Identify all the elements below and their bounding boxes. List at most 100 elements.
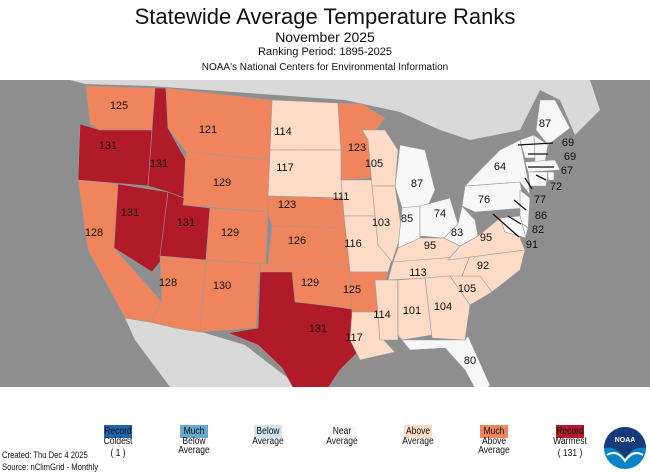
rank-label-va: 95 bbox=[480, 232, 492, 244]
rank-label-fl: 80 bbox=[464, 355, 476, 367]
legend-rank: ( 131 ) bbox=[557, 448, 583, 459]
rank-label-sc: 105 bbox=[458, 283, 476, 295]
rank-label-mn: 123 bbox=[348, 142, 366, 154]
data-source: Source: nClimGrid - Monthly bbox=[2, 462, 99, 472]
legend-label-below: Below Average bbox=[238, 426, 298, 447]
rank-label-ia: 111 bbox=[333, 191, 350, 203]
state-ga bbox=[424, 275, 471, 341]
state-nd bbox=[269, 99, 342, 151]
state-ri bbox=[547, 171, 555, 181]
legend-swatch-much-below bbox=[180, 425, 208, 438]
rank-label-ca: 128 bbox=[85, 227, 103, 239]
rank-label-mo: 116 bbox=[344, 238, 362, 250]
state-nm bbox=[199, 259, 261, 333]
rank-label-mi: 87 bbox=[411, 178, 423, 190]
leader-line-vt bbox=[517, 142, 554, 146]
state-md bbox=[499, 215, 527, 239]
source-org: NOAA's National Centers for Environmenta… bbox=[201, 62, 449, 73]
rank-label-md: 91 bbox=[526, 239, 538, 251]
map-subtitle: November 2025 bbox=[275, 29, 375, 45]
legend-swatch-near bbox=[328, 425, 356, 438]
rank-label-sd: 117 bbox=[276, 162, 294, 174]
rank-label-ne: 123 bbox=[278, 199, 296, 211]
legend-label-above: Above Average bbox=[388, 426, 448, 447]
state-fl bbox=[401, 335, 491, 387]
legend-text: Record Warmest bbox=[553, 426, 587, 447]
rank-label-tn: 113 bbox=[409, 267, 427, 279]
legend-text: Record Coldest bbox=[103, 426, 133, 447]
rank-label-mt: 121 bbox=[199, 124, 217, 136]
legend-label-near: Near Average bbox=[312, 426, 372, 447]
leader-line-nj bbox=[513, 199, 527, 211]
leader-line-md bbox=[492, 213, 520, 238]
legend-swatch-record-warmest bbox=[556, 425, 584, 438]
us-state-map: 125 131 128 131 131 121 129 131 129 128 130 114 117 1… bbox=[0, 80, 650, 387]
rank-label-nj: 86 bbox=[535, 210, 547, 222]
legend-text: Near Average bbox=[326, 426, 358, 447]
svg-text:NOAA: NOAA bbox=[615, 437, 636, 444]
rank-label-az: 128 bbox=[159, 277, 177, 289]
legend-text: Much Above Average bbox=[478, 426, 510, 456]
rank-label-ar: 125 bbox=[343, 284, 361, 296]
state-pa bbox=[461, 181, 526, 213]
rank-label-wy: 129 bbox=[213, 177, 231, 189]
rank-label-ma: 67 bbox=[561, 165, 573, 177]
state-al bbox=[397, 277, 433, 341]
legend-swatch-below bbox=[254, 425, 282, 438]
leader-line-ri bbox=[535, 174, 547, 181]
created-date: Created: Thu Dec 4 2025 bbox=[2, 450, 88, 460]
rank-label-ms: 114 bbox=[373, 309, 391, 321]
legend-label-much-below: Much Below Average bbox=[164, 427, 224, 456]
rank-label-me: 87 bbox=[539, 118, 551, 130]
legend-label-record-warmest: Record Warmest( 131 ) bbox=[540, 427, 600, 459]
legend-text: Below Average bbox=[252, 426, 284, 447]
state-ms bbox=[374, 279, 399, 341]
canada-land bbox=[70, 80, 600, 140]
rank-label-ri: 72 bbox=[550, 181, 562, 193]
rank-label-de: 82 bbox=[532, 224, 544, 236]
state-ks bbox=[267, 225, 355, 265]
rank-label-nc: 92 bbox=[477, 260, 489, 272]
ranking-period: Ranking Period: 1895-2025 bbox=[258, 46, 392, 58]
map-title: Statewide Average Temperature Ranks bbox=[134, 4, 516, 29]
rank-label-ut: 131 bbox=[177, 217, 195, 229]
legend-text: Above Average bbox=[402, 426, 434, 447]
legend-label-much-above: Much Above Average bbox=[464, 427, 524, 456]
rank-label-ga: 104 bbox=[434, 301, 452, 313]
rank-label-wa: 125 bbox=[110, 100, 128, 112]
rank-label-nm: 130 bbox=[213, 280, 231, 292]
leader-line-ct bbox=[524, 177, 533, 190]
state-il bbox=[371, 185, 403, 263]
rank-label-ct: 77 bbox=[534, 194, 546, 206]
rank-label-al: 101 bbox=[403, 305, 421, 317]
rank-label-tx: 131 bbox=[309, 323, 327, 335]
state-nv bbox=[113, 183, 169, 273]
rank-label-la: 117 bbox=[345, 332, 363, 344]
leader-line-de bbox=[507, 215, 522, 225]
legend-swatch-record-coldest bbox=[104, 425, 132, 438]
rank-label-wv: 83 bbox=[451, 227, 463, 239]
mexico-land bbox=[125, 318, 300, 387]
legend-swatch-above bbox=[404, 425, 432, 438]
rank-label-il: 103 bbox=[372, 217, 390, 229]
rank-label-nd: 114 bbox=[274, 126, 292, 138]
state-me bbox=[535, 99, 571, 146]
legend-text: Much Below Average bbox=[178, 426, 210, 456]
rank-label-oh: 74 bbox=[434, 208, 446, 220]
rank-label-wi: 105 bbox=[365, 158, 383, 170]
rank-label-in: 85 bbox=[401, 213, 413, 225]
rank-label-id: 131 bbox=[150, 158, 168, 170]
rank-label-nh: 69 bbox=[564, 151, 576, 163]
rank-label-vt: 69 bbox=[562, 137, 574, 149]
legend-label-record-coldest: Record Coldest( 1 ) bbox=[88, 427, 148, 459]
state-ma bbox=[524, 159, 561, 173]
rank-label-co: 129 bbox=[221, 227, 239, 239]
rank-label-ks: 126 bbox=[288, 235, 306, 247]
legend-swatch-much-above bbox=[480, 425, 508, 438]
rank-label-ny: 64 bbox=[494, 161, 506, 173]
state-tx bbox=[226, 271, 366, 387]
noaa-logo: NOAA bbox=[604, 427, 646, 469]
state-or bbox=[77, 123, 153, 187]
rank-label-ky: 95 bbox=[424, 240, 436, 252]
